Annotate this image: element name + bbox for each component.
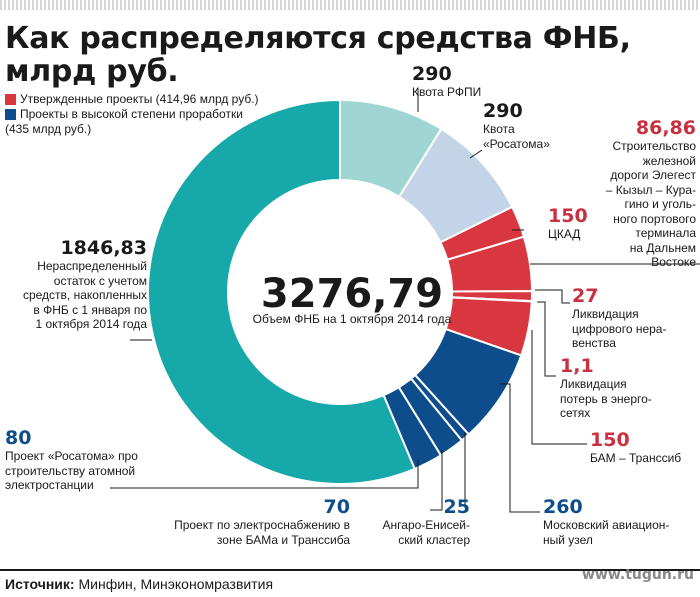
label-power: 70 Проект по электроснабжению в зоне БАМ… xyxy=(174,496,350,547)
leader-npp xyxy=(110,460,419,489)
label-digital: 27 Ликвидация цифрового нера- венства xyxy=(572,285,667,351)
label-rfpi: 290 Квота РФПИ xyxy=(412,63,482,100)
leader-loss xyxy=(537,301,556,377)
label-ckad: 150 ЦКАД xyxy=(548,205,588,242)
label-remainder: 1846,83 Нераспределенный остаток с учето… xyxy=(22,237,147,332)
label-rosatom-quota: 290 Квота «Росатома» xyxy=(483,100,550,151)
leader-bam xyxy=(531,330,587,445)
label-angara: 25 Ангаро-Енисей- ский кластер xyxy=(382,496,470,547)
source-line: Источник: Минфин, Минэкономразвития xyxy=(5,576,274,592)
center-total: 3276,79 xyxy=(260,271,444,317)
leader-digital xyxy=(535,289,570,304)
legend-item-approved: Утвержденные проекты (414,96 млрд руб.) xyxy=(5,92,259,107)
page-title: Как распределяются средства ФНБ, млрд ру… xyxy=(5,21,631,89)
label-losses: 1,1 Ликвидация потерь в энерго- сетях xyxy=(560,355,652,421)
legend-swatch-red xyxy=(5,94,16,105)
legend-item-high: Проекты в высокой степени проработки xyxy=(5,107,259,122)
watermark: www.tugun.ru xyxy=(581,567,694,583)
legend: Утвержденные проекты (414,96 млрд руб.) … xyxy=(5,92,259,136)
leader-mau xyxy=(500,383,540,513)
label-mau: 260 Московский авиацион- ный узел xyxy=(543,496,670,547)
label-bam: 150 БАМ – Транссиб xyxy=(590,429,682,466)
donut-slice-11 xyxy=(147,98,417,485)
top-pattern xyxy=(0,0,700,10)
footer-divider xyxy=(0,569,700,571)
label-railway: 86,86 Строительство железной дороги Элег… xyxy=(605,117,696,270)
leader-power xyxy=(430,450,443,511)
label-npp: 80 Проект «Росатома» про строительству а… xyxy=(5,427,138,493)
legend-swatch-blue xyxy=(5,109,16,120)
center-caption: Объем ФНБ на 1 октября 2014 года xyxy=(252,312,452,326)
leader-rosatom xyxy=(469,149,483,159)
